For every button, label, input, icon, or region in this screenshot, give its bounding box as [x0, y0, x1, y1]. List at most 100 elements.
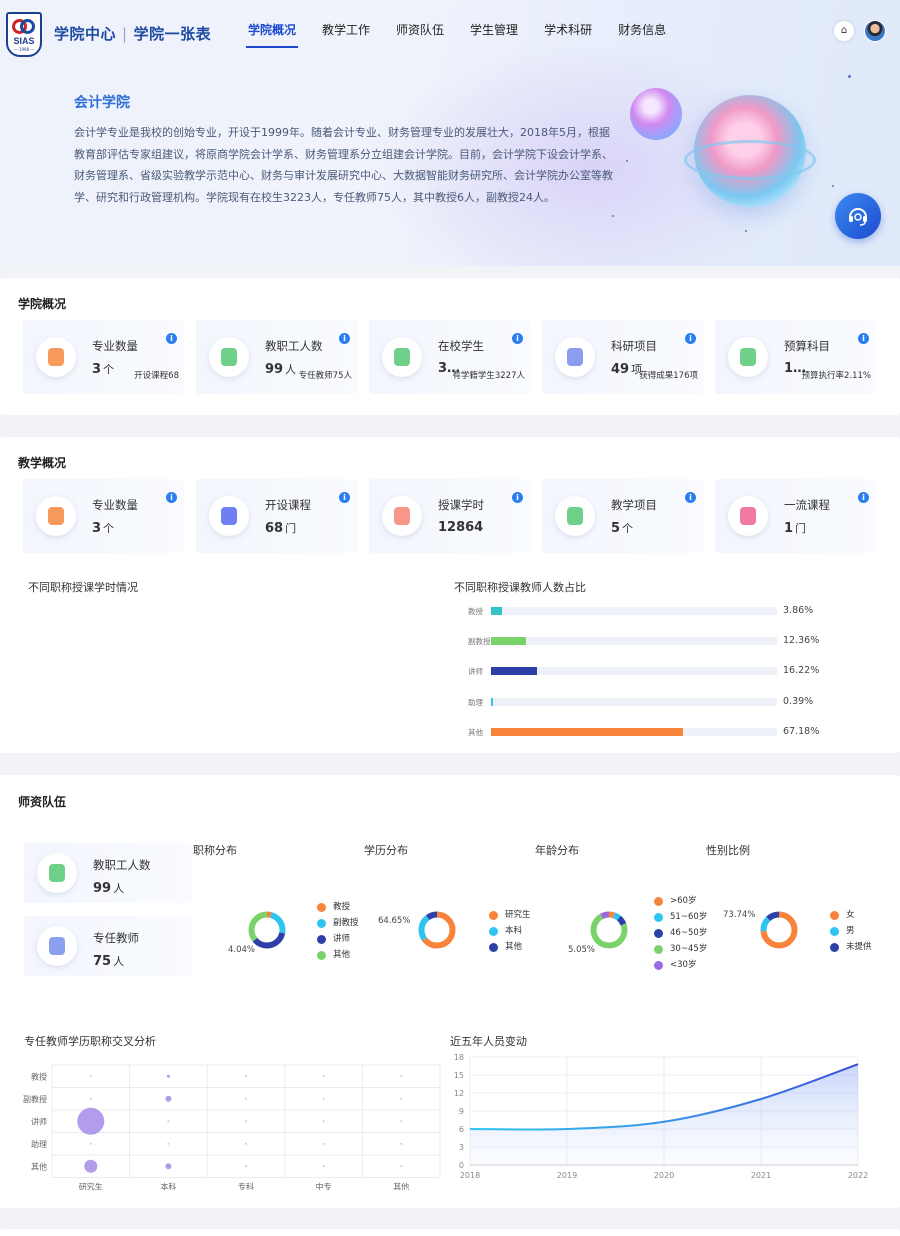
donut-slice[interactable]: [760, 911, 798, 949]
project-icon: [555, 496, 595, 536]
staff-icon: [209, 337, 249, 377]
y-tick-label: 9: [459, 1107, 464, 1116]
logo-text: SIAS: [13, 36, 35, 46]
legend-dot: [489, 927, 498, 936]
teaching-stat-card[interactable]: 专业数量 3 个 i: [23, 479, 185, 553]
info-icon[interactable]: i: [685, 492, 696, 503]
teaching-stat-card[interactable]: 教学项目 5 个 i: [542, 479, 704, 553]
legend-item[interactable]: 51~60岁: [654, 912, 707, 928]
legend-item[interactable]: 女: [830, 910, 872, 926]
sias-logo[interactable]: SIAS — 1998 —: [6, 12, 42, 57]
info-icon[interactable]: i: [166, 333, 177, 344]
x-tick-label: 2022: [848, 1171, 868, 1180]
info-icon[interactable]: i: [512, 333, 523, 344]
info-icon[interactable]: i: [685, 333, 696, 344]
nav-student-management[interactable]: 学生管理: [470, 23, 519, 37]
nav-finance[interactable]: 财务信息: [618, 23, 667, 37]
bubble-point[interactable]: [166, 1074, 170, 1078]
donut-slice[interactable]: [248, 911, 286, 949]
student-icon: [382, 337, 422, 377]
legend-item[interactable]: 其他: [317, 950, 359, 966]
donut-chart: [760, 911, 798, 949]
donut-slice[interactable]: [248, 911, 286, 949]
legend-item[interactable]: 教授: [317, 902, 359, 918]
bubble-point[interactable]: [84, 1159, 98, 1173]
faculty-stat-card[interactable]: 教职工人数 99 人: [24, 843, 192, 903]
donut-chart: [590, 911, 628, 949]
legend-dot: [654, 961, 663, 970]
stat-subtext: 获得成果176项: [639, 371, 698, 381]
legend-item[interactable]: 未提供: [830, 942, 872, 958]
legend-item[interactable]: 本科: [489, 926, 531, 942]
home-icon[interactable]: ⌂: [834, 21, 854, 41]
nav-college-overview[interactable]: 学院概况: [245, 21, 299, 49]
donut-slice[interactable]: [418, 911, 456, 949]
stat-number: 99: [265, 362, 284, 377]
section-title: 学院概况: [18, 297, 67, 311]
info-icon[interactable]: i: [858, 333, 869, 344]
faculty-stat-card[interactable]: 专任教师 75 人: [24, 916, 192, 976]
ratio-bar[interactable]: [491, 667, 538, 676]
legend-item[interactable]: 研究生: [489, 910, 531, 926]
legend-item[interactable]: 男: [830, 926, 872, 942]
stat-label: 开设课程: [265, 498, 311, 512]
icon-glyph: [48, 507, 64, 525]
donut-slice[interactable]: [760, 911, 798, 949]
research-icon: [555, 337, 595, 377]
logo-year: — 1998 —: [13, 47, 35, 52]
empty-cell-dot: [245, 1120, 247, 1123]
y-tick-label: 18: [454, 1053, 464, 1062]
bubble-point[interactable]: [77, 1107, 105, 1135]
overview-stat-card[interactable]: 科研项目 49 项获得成果176项 i: [542, 320, 704, 394]
info-icon[interactable]: i: [339, 492, 350, 503]
ratio-bar[interactable]: [491, 697, 493, 706]
info-icon[interactable]: i: [512, 492, 523, 503]
legend-label: 女: [846, 910, 855, 920]
legend-item[interactable]: 30~45岁: [654, 944, 707, 960]
nav-faculty[interactable]: 师资队伍: [396, 23, 445, 37]
icon-glyph: [567, 348, 583, 366]
ratio-bar[interactable]: [491, 727, 683, 736]
teaching-stat-card[interactable]: 授课学时 12864 i: [369, 479, 531, 553]
nav-teaching-work[interactable]: 教学工作: [322, 23, 371, 37]
stat-unit: 项: [631, 363, 643, 376]
legend-dot: [654, 945, 663, 954]
donut-slice[interactable]: [590, 911, 628, 949]
overview-stat-card[interactable]: 专业数量 3 个开设课程68 i: [23, 320, 185, 394]
info-icon[interactable]: i: [166, 492, 177, 503]
info-icon[interactable]: i: [339, 333, 350, 344]
customer-service-button[interactable]: [835, 193, 881, 239]
legend-item[interactable]: <30岁: [654, 960, 707, 976]
donut-slice[interactable]: [590, 911, 628, 949]
overview-stat-card[interactable]: 教职工人数 99 人专任教师75人 i: [196, 320, 358, 394]
empty-cell-dot: [400, 1075, 403, 1078]
legend-item[interactable]: 其他: [489, 942, 531, 958]
series-line[interactable]: [469, 1063, 859, 1131]
teaching-stat-card[interactable]: 一流课程 1 门 i: [715, 479, 877, 553]
icon-glyph: [394, 507, 410, 525]
teaching-stat-card[interactable]: 开设课程 68 门 i: [196, 479, 358, 553]
nav-academic-research[interactable]: 学术科研: [544, 23, 593, 37]
legend-item[interactable]: >60岁: [654, 896, 707, 912]
major-icon: [36, 337, 76, 377]
legend-item[interactable]: 讲师: [317, 934, 359, 950]
ratio-bar[interactable]: [491, 607, 502, 615]
overview-stat-card[interactable]: 在校学生 3… 有学籍学生3227人 i: [369, 320, 531, 394]
donut-slice[interactable]: [418, 911, 456, 949]
legend-item[interactable]: 副教授: [317, 918, 359, 934]
empty-cell-dot: [400, 1120, 403, 1123]
donut-slice[interactable]: [248, 911, 286, 949]
legend-item[interactable]: 46~50岁: [654, 928, 707, 944]
info-icon[interactable]: i: [858, 492, 869, 503]
overview-stat-card[interactable]: 预算科目 1… 预算执行率2.11% i: [715, 320, 877, 394]
ratio-bar[interactable]: [491, 637, 527, 646]
staff-icon: [37, 853, 77, 893]
teaching-overview-card: 教学概况 专业数量 3 个 i 开设课程 68 门 i 授课学时 12864 i 教学项目 5 个 i 一流课…: [0, 437, 900, 753]
bubble-point[interactable]: [165, 1095, 172, 1102]
donut-callout: 64.65%: [378, 916, 411, 926]
ratio-bar-track: [491, 667, 777, 676]
x-tick-label: 专科: [238, 1182, 254, 1191]
avatar[interactable]: [864, 20, 886, 42]
bubble-point[interactable]: [165, 1163, 172, 1170]
